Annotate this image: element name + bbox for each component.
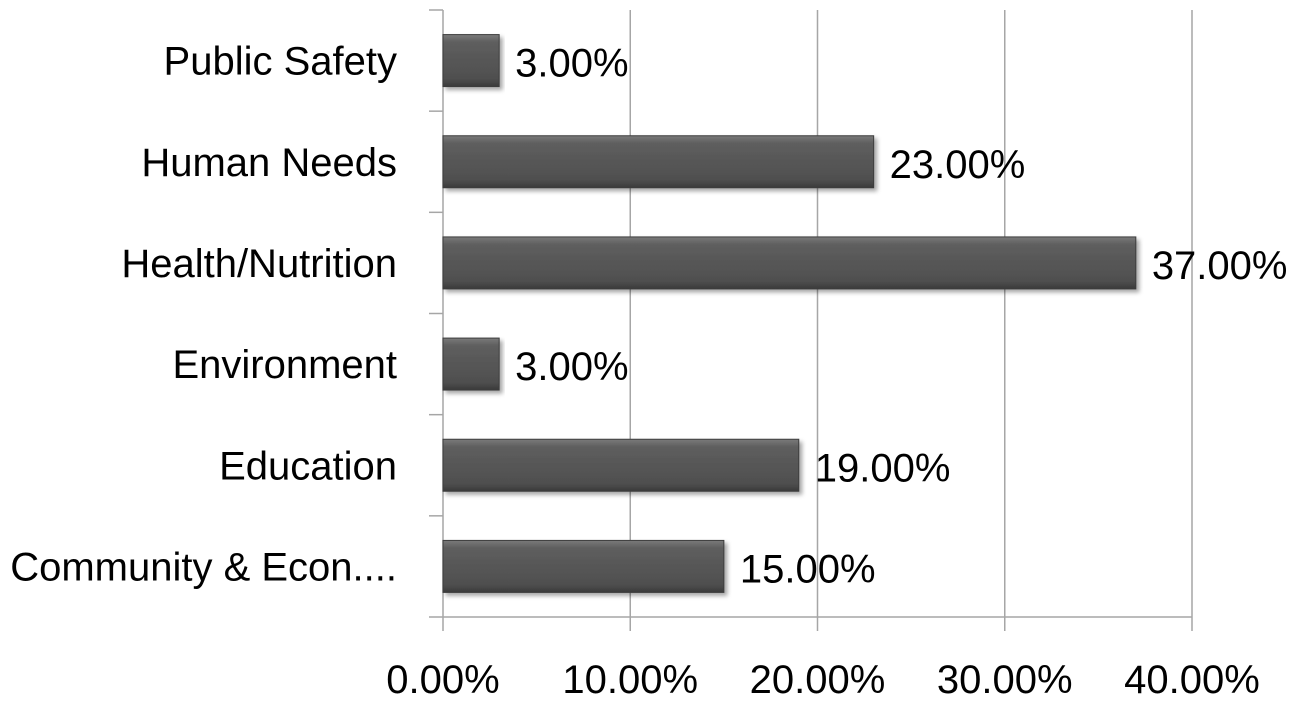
bar xyxy=(442,539,725,593)
bars xyxy=(442,34,1137,593)
x-tick-label: 0.00% xyxy=(386,658,499,702)
bar xyxy=(442,438,800,492)
category-label: Education xyxy=(219,444,397,488)
category-label: Public Safety xyxy=(164,40,397,84)
category-label: Community & Econ.... xyxy=(10,545,397,589)
data-label: 3.00% xyxy=(515,42,628,86)
x-tick-label: 40.00% xyxy=(1124,658,1260,702)
category-label: Environment xyxy=(172,343,397,387)
data-label: 3.00% xyxy=(515,345,628,389)
category-label: Health/Nutrition xyxy=(121,242,397,286)
bar xyxy=(442,236,1137,290)
bar xyxy=(442,135,875,189)
x-tick-label: 10.00% xyxy=(562,658,698,702)
axes xyxy=(429,9,1193,631)
category-label: Human Needs xyxy=(141,141,397,185)
data-label: 15.00% xyxy=(740,547,876,591)
labels: 0.00% 10.00% 20.00% 30.00% 40.00% Community &… xyxy=(10,40,1287,702)
x-tick-label: 20.00% xyxy=(750,658,886,702)
data-label: 23.00% xyxy=(890,143,1026,187)
data-label: 19.00% xyxy=(815,446,951,490)
data-label: 37.00% xyxy=(1152,244,1288,288)
bar xyxy=(442,34,500,88)
x-tick-label: 30.00% xyxy=(937,658,1073,702)
bar xyxy=(442,337,500,391)
gridlines xyxy=(629,10,1193,617)
